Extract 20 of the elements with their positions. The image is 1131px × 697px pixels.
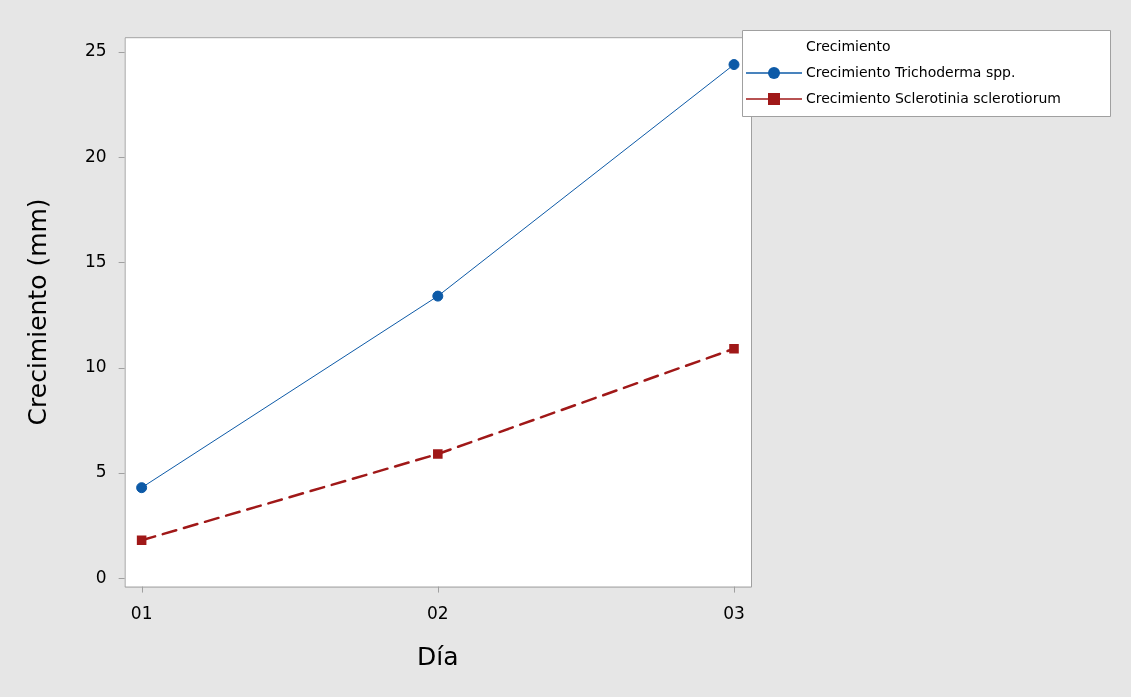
y-tick-label: 10 xyxy=(84,356,107,377)
y-tick-label: 15 xyxy=(84,250,107,271)
x-axis-title: Día xyxy=(417,641,459,671)
legend-label: Crecimiento Sclerotinia sclerotiorum xyxy=(806,89,1061,106)
point xyxy=(136,535,147,546)
legend-title: Crecimiento xyxy=(806,37,891,54)
x-tick-label: 01 xyxy=(130,603,153,624)
y-tick-label: 0 xyxy=(95,566,107,587)
x-tick-label: 03 xyxy=(723,603,745,624)
y-tick-label: 25 xyxy=(84,40,107,61)
point xyxy=(729,343,739,354)
legend-label: Crecimiento Trichoderma spp. xyxy=(806,63,1016,80)
point xyxy=(728,59,740,71)
y-tick-label: 20 xyxy=(84,145,107,166)
point xyxy=(433,449,443,459)
point xyxy=(136,482,148,494)
y-axis-title: Crecimiento (mm) xyxy=(22,198,52,426)
x-tick-label: 02 xyxy=(427,603,449,624)
y-tick-label: 5 xyxy=(95,461,107,482)
point xyxy=(432,290,444,302)
